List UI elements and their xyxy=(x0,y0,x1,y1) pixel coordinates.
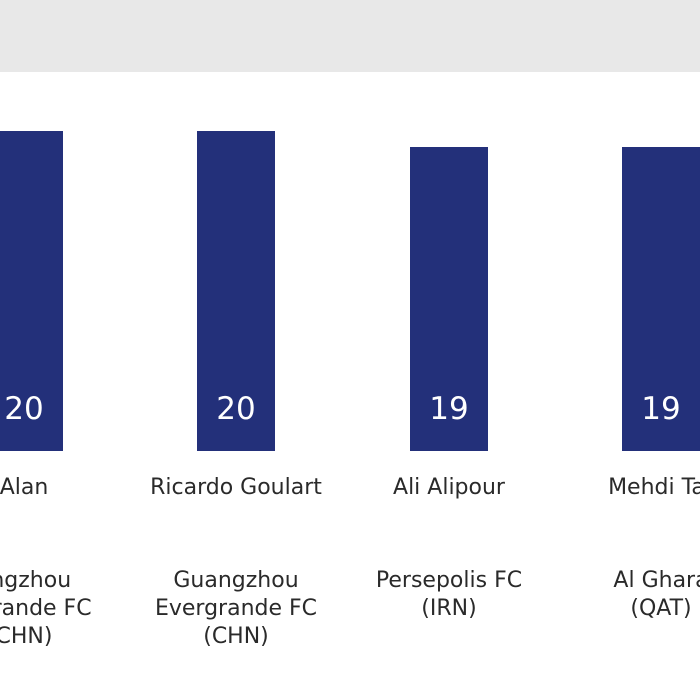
player-name-label: Alan xyxy=(0,475,48,500)
club-label-line: angzhou xyxy=(0,568,71,593)
club-label-line: (IRN) xyxy=(421,596,476,621)
club-label-line: CHN) xyxy=(0,624,52,649)
club-label-line: (QAT) xyxy=(630,596,691,621)
bar-value-label: 20 xyxy=(216,391,255,427)
bar-3 xyxy=(410,147,488,451)
club-label-line: Guangzhou xyxy=(173,568,298,593)
bar-value-label: 19 xyxy=(429,391,468,427)
top-banner xyxy=(0,0,700,72)
bar-1 xyxy=(0,131,63,451)
bar-4 xyxy=(622,147,700,451)
club-label-line: Evergrande FC xyxy=(155,596,317,621)
club-label-line: (CHN) xyxy=(203,624,269,649)
bar-value-label: 19 xyxy=(641,391,680,427)
club-label-line: ergrande FC xyxy=(0,596,92,621)
player-name-label: Ali Alipour xyxy=(393,475,506,500)
bar-value-label: 20 xyxy=(4,391,43,427)
bar-2 xyxy=(197,131,275,451)
player-name-label: Mehdi Tar xyxy=(608,475,700,500)
player-name-label: Ricardo Goulart xyxy=(150,475,322,500)
club-label-line: Al Ghara xyxy=(613,568,700,593)
club-label-line: Persepolis FC xyxy=(376,568,522,593)
